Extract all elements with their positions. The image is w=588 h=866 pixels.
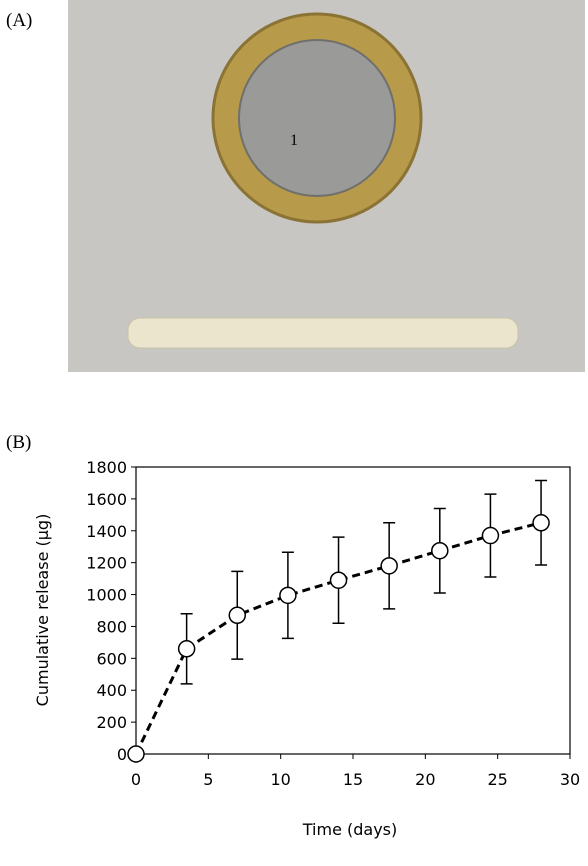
rod [128, 318, 518, 348]
y-tick-label: 1200 [86, 554, 127, 573]
x-tick-label: 10 [270, 770, 290, 789]
x-tick-label: 30 [560, 770, 580, 789]
y-tick-label: 1400 [86, 522, 127, 541]
data-point [482, 528, 498, 544]
y-tick-label: 800 [96, 617, 127, 636]
y-tick-label: 0 [117, 745, 127, 764]
x-axis-label: Time (days) [302, 820, 398, 839]
y-tick-label: 600 [96, 649, 127, 668]
x-tick-label: 0 [131, 770, 141, 789]
data-point [280, 587, 296, 603]
plot-frame [136, 467, 570, 754]
y-tick-label: 1800 [86, 458, 127, 477]
photo: 1 [68, 0, 585, 372]
coin-numeral: 1 [290, 132, 298, 149]
x-tick-label: 20 [415, 770, 435, 789]
y-tick-label: 1600 [86, 490, 127, 509]
data-point [229, 607, 245, 623]
panel-label: (B) [6, 432, 31, 453]
data-point [128, 746, 144, 762]
data-point [432, 543, 448, 559]
data-point [179, 641, 195, 657]
x-tick-label: 15 [343, 770, 363, 789]
y-tick-label: 400 [96, 681, 127, 700]
y-tick-label: 200 [96, 713, 127, 732]
data-point [331, 572, 347, 588]
panel-label: (A) [6, 10, 32, 31]
x-tick-label: 5 [203, 770, 213, 789]
data-point [533, 515, 549, 531]
x-tick-label: 25 [487, 770, 507, 789]
figure: 1 (A) (B) Time (days) Cumulative release… [0, 0, 588, 866]
y-axis-label: Cumulative release (µg) [33, 514, 52, 707]
y-tick-label: 1000 [86, 586, 127, 605]
coin-center [239, 40, 395, 196]
data-point [381, 558, 397, 574]
